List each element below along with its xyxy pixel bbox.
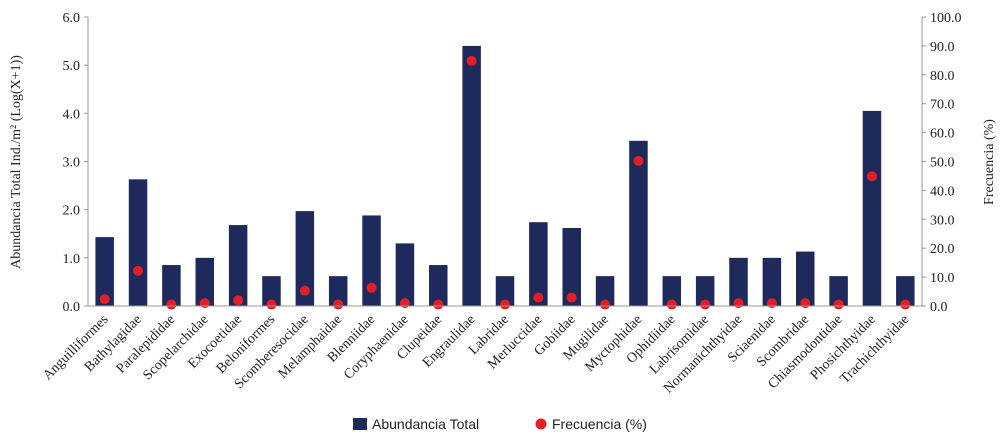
bar	[862, 110, 882, 306]
point	[900, 299, 911, 310]
bar	[729, 257, 748, 306]
point	[833, 299, 844, 310]
right-tick-label: 40.0	[930, 184, 955, 199]
y-axis-title: Abundancia Total Ind./m² (Log(X+1))	[9, 55, 24, 269]
bar	[795, 251, 815, 306]
point	[633, 155, 644, 166]
bar	[529, 222, 548, 306]
right-tick-label: 70.0	[930, 98, 955, 113]
points-series-frecuencia	[99, 55, 911, 310]
right-tick-label: 60.0	[930, 127, 955, 142]
point	[299, 285, 310, 296]
right-tick-label: 100.0	[930, 11, 962, 26]
point	[866, 171, 877, 182]
point	[233, 295, 244, 306]
bar	[162, 265, 181, 306]
bar	[695, 276, 715, 306]
legend-swatch-abundancia	[353, 418, 367, 430]
point	[666, 299, 677, 310]
bars-series-abundancia	[95, 45, 915, 307]
point	[199, 298, 210, 309]
bar	[328, 276, 348, 306]
bar	[228, 225, 248, 306]
bar	[462, 45, 481, 307]
bar	[762, 257, 782, 306]
point	[733, 298, 744, 309]
left-tick-label: 2.0	[63, 204, 81, 219]
right-axis-ticks: 0.0 10.0 20.0 30.0 40.0 50.0 60.0 70.0 80.0 90.0 1…	[922, 11, 962, 315]
bar	[128, 179, 148, 306]
bar	[362, 215, 381, 306]
legend-label-frecuencia: Frecuencia (%)	[552, 416, 647, 432]
right-tick-label: 20.0	[930, 242, 955, 257]
bar	[495, 276, 515, 306]
right-tick-label: 50.0	[930, 156, 955, 171]
left-tick-label: 3.0	[63, 156, 81, 171]
point	[700, 299, 711, 310]
right-tick-label: 10.0	[930, 271, 955, 286]
point	[533, 292, 544, 303]
bar	[395, 243, 415, 306]
bar	[595, 276, 615, 306]
point	[500, 299, 510, 310]
point	[466, 55, 477, 66]
point	[366, 282, 377, 293]
bar	[95, 237, 114, 306]
bar	[195, 257, 215, 306]
point	[800, 298, 811, 309]
bar	[629, 140, 648, 306]
point	[433, 299, 444, 310]
category-labels: AnguilliformesBathylagidaeParalepididaeS…	[40, 312, 912, 396]
left-tick-label: 6.0	[63, 11, 81, 26]
left-tick-label: 0.0	[63, 300, 81, 315]
point	[600, 299, 611, 310]
bar	[262, 276, 281, 306]
left-tick-label: 5.0	[63, 59, 81, 74]
y2-axis-title: Frecuencia (%)	[982, 119, 997, 205]
point	[266, 299, 277, 310]
point	[766, 298, 777, 309]
bar	[829, 276, 848, 306]
point	[399, 298, 410, 309]
right-tick-label: 90.0	[930, 40, 955, 55]
bar	[429, 265, 448, 306]
legend: Abundancia Total Frecuencia (%)	[353, 416, 647, 432]
bar	[295, 211, 315, 306]
left-axis-ticks: 0.0 1.0 2.0 3.0 4.0 5.0 6.0	[63, 11, 88, 315]
left-tick-label: 4.0	[63, 107, 81, 122]
right-tick-label: 80.0	[930, 69, 955, 84]
right-tick-label: 0.0	[930, 300, 948, 315]
point	[133, 265, 144, 276]
left-tick-label: 1.0	[63, 252, 81, 267]
legend-label-abundancia: Abundancia Total	[372, 416, 479, 432]
bar	[896, 276, 915, 306]
bar	[562, 227, 581, 306]
legend-marker-frecuencia	[535, 418, 547, 430]
point	[166, 299, 177, 310]
bar	[662, 276, 682, 306]
point	[333, 299, 344, 310]
point	[99, 294, 110, 305]
point	[566, 292, 577, 303]
right-tick-label: 30.0	[930, 213, 955, 228]
